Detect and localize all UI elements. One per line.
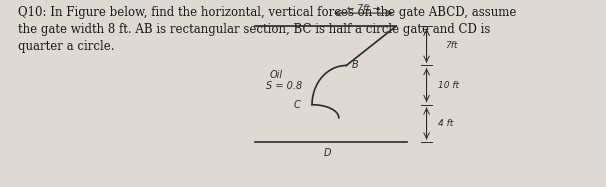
Text: D: D	[324, 148, 331, 158]
Text: ← 7ft →: ← 7ft →	[347, 4, 380, 13]
Text: 10 ft: 10 ft	[438, 81, 459, 90]
Text: Oil: Oil	[270, 70, 283, 80]
Text: S = 0.8: S = 0.8	[266, 81, 302, 91]
Text: 7ft: 7ft	[445, 41, 458, 50]
Text: C: C	[294, 100, 301, 110]
Text: Q10: In Figure below, find the horizontal, vertical forces on the gate ABCD, ass: Q10: In Figure below, find the horizonta…	[18, 6, 516, 53]
Text: B: B	[352, 60, 359, 70]
Text: 4 ft: 4 ft	[438, 119, 453, 128]
